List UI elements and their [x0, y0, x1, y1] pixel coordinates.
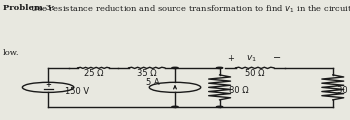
Text: 150 V: 150 V	[65, 87, 89, 96]
Text: 30 Ω: 30 Ω	[337, 86, 350, 95]
Circle shape	[217, 106, 223, 107]
Text: 35 Ω: 35 Ω	[137, 69, 156, 78]
Text: $v_1$: $v_1$	[246, 53, 257, 64]
Text: 25 Ω: 25 Ω	[84, 69, 103, 78]
Circle shape	[172, 106, 178, 107]
Text: Use resistance reduction and source transformation to find $v_1$ in the circuit : Use resistance reduction and source tran…	[30, 4, 350, 15]
Text: 5 A: 5 A	[146, 78, 160, 87]
Text: low.: low.	[3, 49, 19, 57]
Text: +: +	[227, 54, 234, 63]
Text: +: +	[45, 82, 51, 88]
Circle shape	[172, 67, 178, 69]
Text: 50 Ω: 50 Ω	[245, 69, 265, 78]
Text: Problem 3:: Problem 3:	[3, 4, 55, 12]
Text: 80 Ω: 80 Ω	[229, 86, 248, 95]
Text: −: −	[273, 54, 281, 63]
Circle shape	[217, 67, 223, 69]
